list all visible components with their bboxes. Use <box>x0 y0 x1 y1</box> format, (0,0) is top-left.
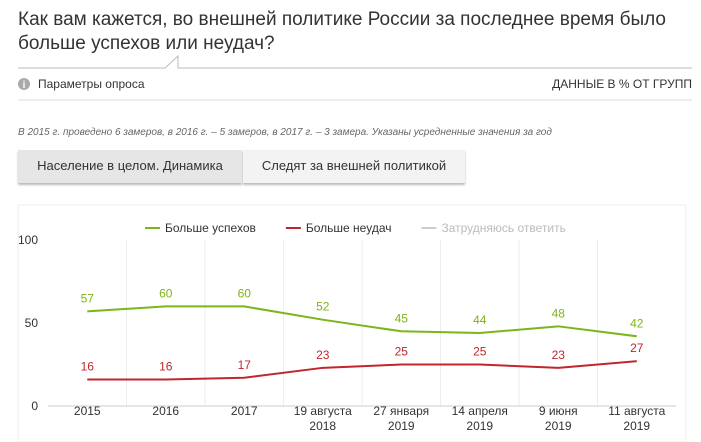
data-label: 17 <box>238 358 252 372</box>
data-label: 23 <box>316 348 330 362</box>
legend-label[interactable]: Больше успехов <box>165 221 256 235</box>
x-tick-label: 2015 <box>73 404 101 418</box>
legend-label[interactable]: Больше неудач <box>306 221 392 235</box>
tab[interactable]: Следят за внешней политикой <box>243 150 465 183</box>
data-label: 27 <box>630 341 644 355</box>
info-icon[interactable] <box>18 78 30 90</box>
y-tick-label: 100 <box>18 233 38 247</box>
params-link[interactable]: Параметры опроса <box>38 77 145 91</box>
data-label: 25 <box>473 345 487 359</box>
y-tick-label: 0 <box>31 399 38 413</box>
y-tick-label: 50 <box>25 316 39 330</box>
data-label: 48 <box>552 306 566 320</box>
x-tick-label: 27 января 2019 <box>373 404 430 433</box>
data-label: 52 <box>316 300 330 314</box>
x-tick-label: 2017 <box>230 404 258 418</box>
plot: 0 50 100 Больше успехов Больше неудач Затрудн… <box>18 221 676 413</box>
data-label: 42 <box>630 316 644 330</box>
data-label: 60 <box>159 286 173 300</box>
x-tick-label: 11 августа 2019 <box>608 404 666 433</box>
data-label: 16 <box>81 359 95 373</box>
data-label: 45 <box>395 311 409 325</box>
x-tick-label: 9 июня 2019 <box>538 404 578 433</box>
data-label: 44 <box>473 313 487 327</box>
series-line <box>87 360 637 381</box>
info-icon-glyph: i <box>23 80 26 91</box>
data-label: 23 <box>552 348 566 362</box>
data-label: 60 <box>238 286 252 300</box>
title: Как вам кажется, во внешней политике Рос… <box>18 9 667 54</box>
tab[interactable]: Население в целом. Динамика <box>18 150 242 183</box>
x-tick-label: 19 августа 2018 <box>293 404 352 433</box>
x-tick-label: 14 апреля 2019 <box>451 404 508 433</box>
note: В 2015 г. проведено 6 замеров, в 2016 г.… <box>18 127 552 138</box>
data-label: 57 <box>81 291 95 305</box>
divider <box>18 54 692 69</box>
units: ДАННЫЕ В % ОТ ГРУПП <box>552 77 692 91</box>
legend-label[interactable]: Затрудняюсь ответить <box>441 221 565 235</box>
series-line <box>87 305 637 338</box>
x-tick-label: 2016 <box>152 404 180 418</box>
data-label: 16 <box>159 359 173 373</box>
data-label: 25 <box>395 345 409 359</box>
